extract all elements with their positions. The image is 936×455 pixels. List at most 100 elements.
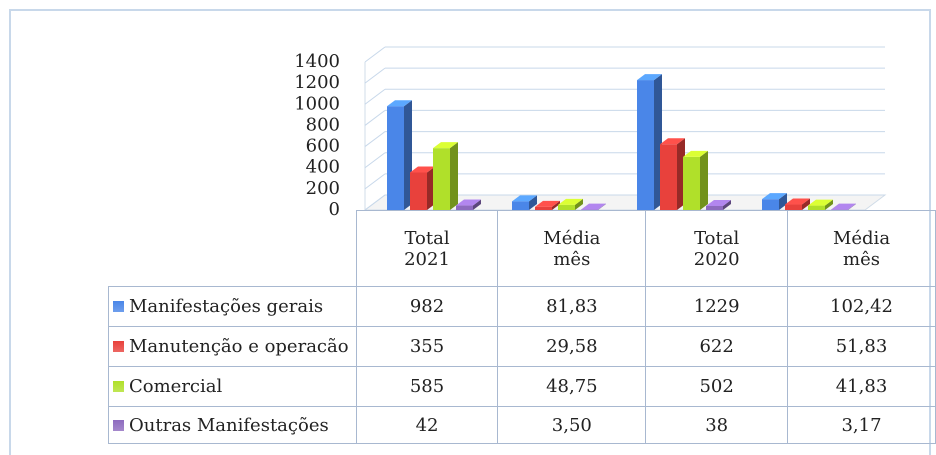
value-cell: 81,83 (497, 286, 647, 327)
y-tick-label: 1000 (294, 93, 340, 114)
bar-side (598, 203, 606, 210)
bar-front (512, 201, 529, 210)
header-row: Total 2021 Média mês Total 2020 Média mês (109, 210, 936, 287)
value-cell: 48,75 (497, 366, 647, 407)
bar-front (660, 144, 677, 210)
legend-key (113, 381, 124, 392)
bar (808, 199, 833, 210)
value-cell: 1229 (645, 286, 789, 327)
bar-top (512, 195, 537, 202)
y-tick-label: 0 (329, 199, 340, 220)
bar-front (558, 204, 575, 210)
bar-front (456, 205, 473, 210)
grid-line (364, 67, 386, 84)
bar (637, 74, 662, 210)
grid-line (364, 173, 386, 190)
bar (785, 198, 810, 210)
bar-top (706, 199, 731, 206)
bar-front (433, 148, 450, 210)
bar-side (529, 195, 537, 210)
bar-top (683, 150, 708, 157)
bar-side (552, 200, 560, 210)
value-cell: 102,42 (787, 286, 936, 327)
value-cell: 982 (355, 286, 499, 327)
bar (535, 200, 560, 210)
bar-front (535, 206, 552, 210)
value-cell: 51,83 (787, 326, 936, 367)
series-row: Outras Manifestações 42 3,50 38 3,17 (108, 406, 936, 444)
grid-line (364, 46, 386, 63)
bar-side (848, 203, 856, 210)
bar-front (808, 205, 825, 210)
bar (558, 198, 583, 210)
bar (831, 203, 856, 210)
legend-label: Manutenção e operacão (129, 336, 349, 357)
legend-label: Outras Manifestações (129, 414, 329, 436)
legend-key (113, 301, 124, 312)
data-table: Total 2021 Média mês Total 2020 Média mês Ma… (108, 210, 936, 444)
y-tick-label: 1200 (294, 72, 340, 93)
bar-top (410, 166, 435, 173)
grid-line (364, 152, 386, 169)
series-label: Manifestações gerais (108, 286, 357, 327)
value-cell: 42 (355, 406, 499, 444)
y-tick-label: 600 (306, 136, 340, 157)
category-header: Média mês (497, 210, 647, 287)
value-cell: 355 (355, 326, 499, 367)
bar-side (450, 142, 458, 210)
bar-side (575, 198, 583, 210)
bar (433, 142, 458, 210)
bar-side (473, 199, 481, 210)
value-cell: 502 (645, 366, 789, 407)
bar (387, 100, 412, 210)
value-cell: 29,58 (497, 326, 647, 367)
grid-line (364, 131, 386, 147)
legend-key (113, 419, 124, 431)
value-cell: 585 (355, 366, 499, 407)
series-row: Manutenção e operacão 355 29,58 622 51,83 (108, 326, 936, 367)
bar-top (660, 138, 685, 145)
bar-front (387, 106, 404, 210)
bar (762, 193, 787, 210)
bar-top (433, 142, 458, 149)
y-tick-label: 1400 (294, 51, 340, 72)
value-cell: 41,83 (787, 366, 936, 407)
y-tick-label: 400 (306, 157, 340, 178)
bar-front (706, 205, 723, 210)
bar-top (637, 74, 662, 81)
bar-front (683, 156, 700, 210)
grid-line (364, 194, 386, 211)
bar-side (723, 199, 731, 210)
bar-side (779, 193, 787, 210)
bar-front (637, 80, 654, 210)
bar-top (581, 203, 606, 210)
bar-top (387, 100, 412, 107)
value-cell: 38 (645, 406, 789, 444)
bar-side (825, 199, 833, 210)
corner (109, 211, 357, 287)
value-cell: 3,17 (787, 406, 936, 444)
series-label: Manutenção e operacão (108, 326, 357, 367)
bar-top (831, 203, 856, 210)
series-label: Outras Manifestações (108, 406, 357, 444)
bar-top (762, 193, 787, 200)
bar (683, 150, 708, 210)
grid-line (364, 88, 386, 105)
bar-side (802, 198, 810, 210)
legend-key (113, 341, 124, 352)
bar (456, 199, 481, 210)
bar-front (410, 172, 427, 210)
bar-top (456, 199, 481, 206)
series-row: Manifestações gerais 982 81,83 1229 102,42 (108, 286, 936, 327)
grid-line (364, 110, 386, 126)
bar-front (785, 204, 802, 210)
bar (410, 166, 435, 210)
y-tick-label: 800 (306, 114, 340, 135)
series-row: Comercial 585 48,75 502 41,83 (108, 366, 936, 407)
category-header: Total 2020 (645, 210, 789, 287)
bar-top (808, 199, 833, 206)
bar-top (558, 198, 583, 205)
bar (581, 203, 606, 210)
